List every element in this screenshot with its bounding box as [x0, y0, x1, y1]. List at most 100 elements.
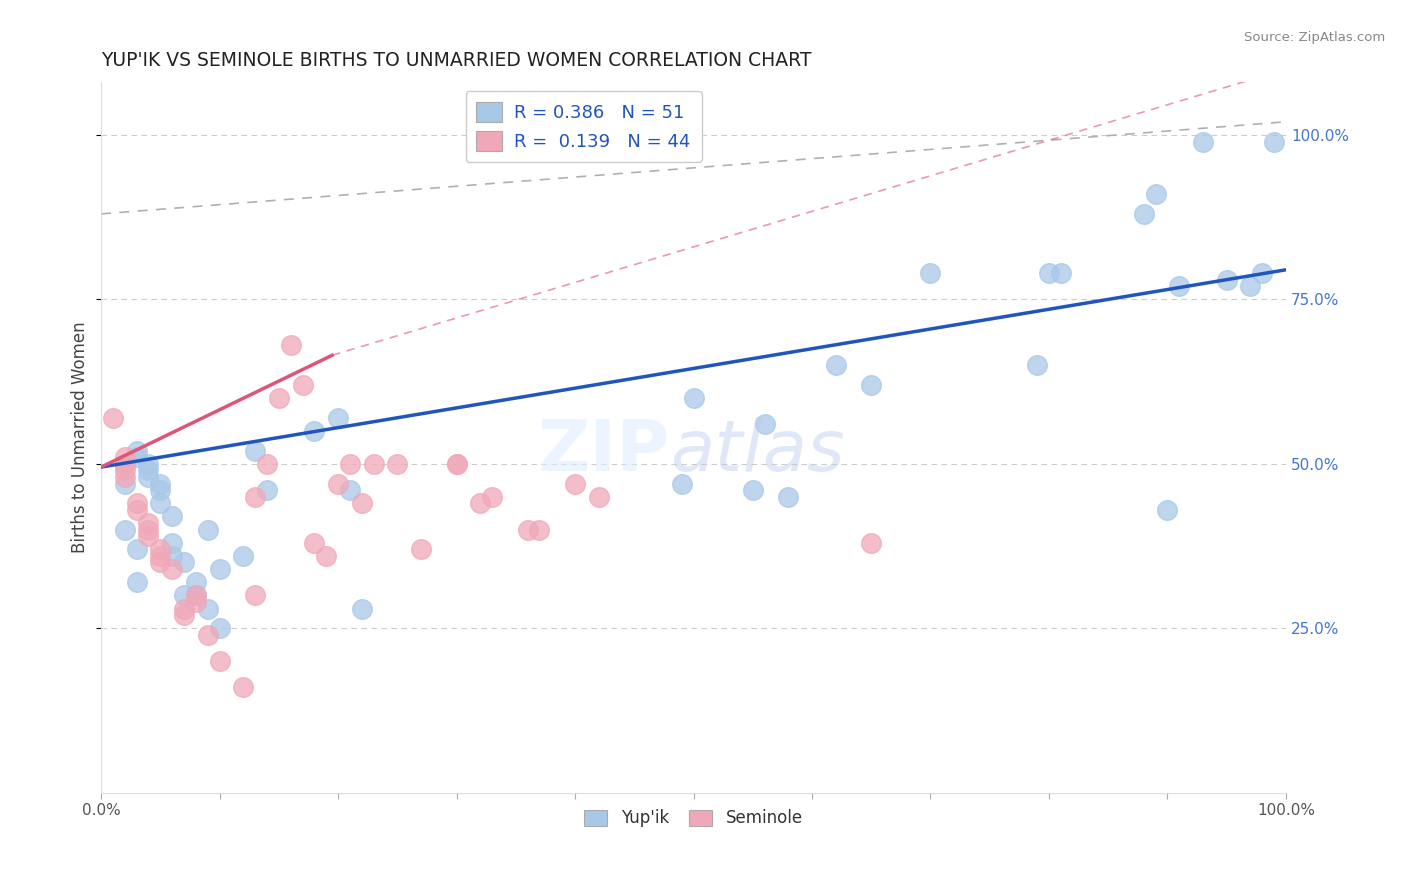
Point — [138, 529, 160, 543]
Point — [160, 535, 183, 549]
Point — [114, 470, 136, 484]
Point — [114, 463, 136, 477]
Point — [304, 535, 326, 549]
Point — [1215, 273, 1237, 287]
Point — [114, 523, 136, 537]
Point — [125, 575, 148, 590]
Point — [860, 377, 883, 392]
Point — [778, 490, 800, 504]
Point — [280, 338, 302, 352]
Point — [208, 654, 231, 668]
Point — [138, 457, 160, 471]
Point — [173, 601, 195, 615]
Point — [149, 542, 172, 557]
Point — [208, 621, 231, 635]
Point — [138, 463, 160, 477]
Point — [184, 595, 207, 609]
Point — [1026, 358, 1049, 372]
Point — [149, 496, 172, 510]
Point — [326, 476, 349, 491]
Point — [1156, 503, 1178, 517]
Point — [682, 391, 704, 405]
Point — [149, 549, 172, 563]
Point — [125, 443, 148, 458]
Point — [114, 450, 136, 465]
Point — [184, 588, 207, 602]
Point — [304, 424, 326, 438]
Point — [1038, 266, 1060, 280]
Point — [232, 549, 254, 563]
Point — [564, 476, 586, 491]
Point — [1132, 207, 1154, 221]
Point — [446, 457, 468, 471]
Point — [1050, 266, 1073, 280]
Point — [114, 457, 136, 471]
Text: atlas: atlas — [669, 417, 845, 486]
Point — [138, 516, 160, 530]
Point — [1168, 279, 1191, 293]
Point — [149, 556, 172, 570]
Point — [920, 266, 942, 280]
Point — [350, 496, 373, 510]
Point — [232, 681, 254, 695]
Point — [1192, 135, 1215, 149]
Legend: Yup'ik, Seminole: Yup'ik, Seminole — [578, 803, 810, 834]
Point — [138, 523, 160, 537]
Point — [243, 588, 266, 602]
Point — [138, 470, 160, 484]
Point — [339, 483, 361, 497]
Point — [160, 562, 183, 576]
Point — [184, 588, 207, 602]
Point — [315, 549, 337, 563]
Point — [114, 476, 136, 491]
Text: ZIP: ZIP — [537, 417, 669, 486]
Point — [125, 496, 148, 510]
Point — [173, 608, 195, 623]
Point — [149, 483, 172, 497]
Point — [160, 509, 183, 524]
Point — [125, 503, 148, 517]
Point — [114, 457, 136, 471]
Point — [291, 377, 314, 392]
Point — [184, 575, 207, 590]
Point — [173, 556, 195, 570]
Point — [173, 588, 195, 602]
Point — [671, 476, 693, 491]
Point — [516, 523, 538, 537]
Point — [588, 490, 610, 504]
Point — [326, 410, 349, 425]
Point — [446, 457, 468, 471]
Point — [741, 483, 763, 497]
Point — [160, 549, 183, 563]
Point — [256, 483, 278, 497]
Point — [363, 457, 385, 471]
Point — [470, 496, 492, 510]
Text: Source: ZipAtlas.com: Source: ZipAtlas.com — [1244, 31, 1385, 45]
Point — [256, 457, 278, 471]
Point — [350, 601, 373, 615]
Point — [1144, 187, 1167, 202]
Y-axis label: Births to Unmarried Women: Births to Unmarried Women — [72, 322, 89, 553]
Point — [409, 542, 432, 557]
Text: YUP'IK VS SEMINOLE BIRTHS TO UNMARRIED WOMEN CORRELATION CHART: YUP'IK VS SEMINOLE BIRTHS TO UNMARRIED W… — [101, 51, 811, 70]
Point — [1239, 279, 1261, 293]
Point — [197, 628, 219, 642]
Point — [125, 450, 148, 465]
Point — [481, 490, 503, 504]
Point — [824, 358, 846, 372]
Point — [208, 562, 231, 576]
Point — [267, 391, 290, 405]
Point — [125, 542, 148, 557]
Point — [243, 443, 266, 458]
Point — [243, 490, 266, 504]
Point — [149, 476, 172, 491]
Point — [860, 535, 883, 549]
Point — [529, 523, 551, 537]
Point — [101, 410, 124, 425]
Point — [197, 523, 219, 537]
Point — [1251, 266, 1274, 280]
Point — [387, 457, 409, 471]
Point — [197, 601, 219, 615]
Point — [754, 417, 776, 432]
Point — [1263, 135, 1285, 149]
